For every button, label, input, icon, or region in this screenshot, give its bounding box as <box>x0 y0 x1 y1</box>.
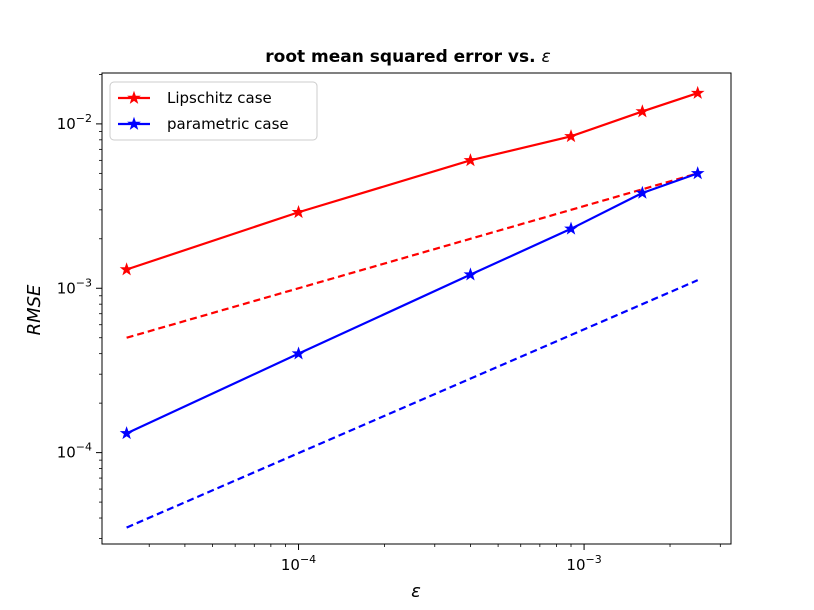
series-2-point <box>291 346 306 360</box>
series-line-2 <box>126 172 699 435</box>
plot-area <box>119 85 705 529</box>
chart-title-text: root mean squared error vs. <box>265 47 541 67</box>
series-2-point <box>119 426 134 440</box>
series-1-point <box>690 85 705 99</box>
series-2-point <box>690 166 705 180</box>
y-tick-label: 10−4 <box>57 441 92 462</box>
x-tick-label: 10−3 <box>566 553 601 574</box>
legend-marker-1 <box>127 90 141 104</box>
y-axis-label: RMSE <box>24 284 45 335</box>
series-1-point <box>635 104 650 118</box>
series-line-1 <box>126 92 699 271</box>
chart-title: root mean squared error vs. ε <box>265 47 550 67</box>
series-1-point <box>119 262 134 276</box>
series-2-point <box>564 221 578 235</box>
y-tick-label: 10−3 <box>57 276 92 297</box>
chart-title-symbol: ε <box>542 47 551 67</box>
x-tick-label: 10−4 <box>281 553 316 574</box>
reference-line-2 <box>126 279 699 529</box>
series-2-point <box>635 185 650 199</box>
y-tick-label: 10−2 <box>57 112 92 133</box>
legend-label-1: Lipschitz case <box>167 89 272 107</box>
series-1-point <box>564 129 578 143</box>
axes: 10−4 10−3 10−4 10−3 10−2 <box>57 72 732 574</box>
x-axis-label: ε <box>411 581 421 602</box>
legend-label-2: parametric case <box>167 115 289 133</box>
plot-frame <box>101 72 732 545</box>
legend: Lipschitz case parametric case <box>109 81 318 141</box>
series-2-point <box>463 267 478 281</box>
series-1-point <box>291 205 306 219</box>
legend-box <box>109 81 318 141</box>
reference-line-1 <box>126 172 699 339</box>
series-1-point <box>463 153 478 167</box>
legend-marker-2 <box>127 116 141 130</box>
